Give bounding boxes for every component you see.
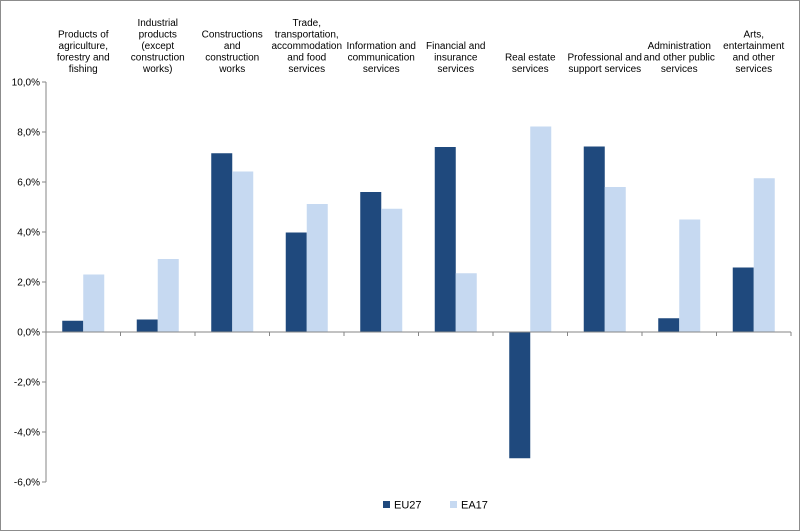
category-label-line: services: [437, 64, 474, 75]
y-tick-label: -4,0%: [14, 428, 40, 439]
bar-eu27-1: [136, 319, 158, 332]
category-label-line: Products of: [58, 30, 109, 41]
bar-eu27-6: [509, 332, 531, 459]
y-tick-label: -6,0%: [14, 478, 40, 489]
category-label-line: Trade,: [292, 18, 321, 29]
bar-eu27-8: [658, 318, 680, 332]
category-label-line: and other: [733, 53, 776, 64]
category-label-line: services: [288, 64, 325, 75]
y-tick-label: 6,0%: [17, 178, 40, 189]
bar-ea17-2: [232, 171, 254, 332]
bar-ea17-3: [306, 204, 328, 332]
category-label-line: forestry and: [57, 53, 110, 64]
category-label-line: entertainment: [723, 41, 784, 52]
category-label-line: services: [661, 64, 698, 75]
category-label-line: and food: [287, 53, 326, 64]
y-tick-label: 2,0%: [17, 278, 40, 289]
category-label-line: support services: [568, 64, 641, 75]
bar-eu27-9: [732, 267, 754, 332]
category-label-line: (except: [141, 41, 174, 52]
bar-eu27-2: [211, 153, 233, 332]
category-label-line: and other public: [644, 53, 715, 64]
category-label-line: Administration: [648, 41, 711, 52]
bar-ea17-9: [753, 178, 775, 332]
legend-swatch-ea17: [450, 501, 457, 508]
legend-label-ea17: EA17: [461, 500, 488, 512]
category-label-line: Financial and: [426, 41, 485, 52]
bar-ea17-8: [679, 219, 701, 332]
bar-eu27-0: [62, 320, 84, 332]
category-label-line: agriculture,: [59, 41, 108, 52]
bar-ea17-7: [604, 187, 626, 332]
bar-eu27-4: [360, 192, 382, 332]
category-label-line: Constructions: [202, 30, 263, 41]
y-tick-label: 0,0%: [17, 328, 40, 339]
category-label-line: transportation,: [275, 30, 339, 41]
category-label-line: products: [139, 30, 177, 41]
category-label-line: Professional and: [568, 53, 643, 64]
category-label-line: Real estate: [505, 53, 556, 64]
category-label-line: insurance: [434, 53, 478, 64]
y-tick-label: 10,0%: [12, 78, 40, 89]
category-label-line: Industrial: [137, 18, 178, 29]
bar-ea17-0: [83, 274, 105, 332]
category-label-line: works): [142, 64, 172, 75]
y-axis-ticks: 10,0% 8,0% 6,0% 4,0% 2,0% 0,0% -2,0% -4,0% -6,0%: [12, 78, 40, 489]
category-label-line: services: [735, 64, 772, 75]
category-label-line: accommodation: [271, 41, 342, 52]
bar-eu27-7: [583, 146, 605, 332]
bar-ea17-1: [157, 259, 179, 332]
category-label-line: communication: [348, 53, 415, 64]
bar-ea17-5: [455, 273, 477, 332]
category-label-line: and: [224, 41, 241, 52]
y-tick-label: 8,0%: [17, 128, 40, 139]
category-label-line: fishing: [69, 64, 98, 75]
legend: EU27 EA17: [383, 500, 488, 512]
category-label-line: construction: [131, 53, 185, 64]
axes: [42, 81, 792, 483]
category-label-line: services: [363, 64, 400, 75]
bar-eu27-3: [285, 232, 307, 332]
category-label-line: works: [218, 64, 245, 75]
bar-ea17-4: [381, 208, 403, 332]
y-tick-label: -2,0%: [14, 378, 40, 389]
legend-label-eu27: EU27: [394, 500, 422, 512]
category-label-line: Arts,: [743, 30, 764, 41]
y-tick-label: 4,0%: [17, 228, 40, 239]
category-label-line: services: [512, 64, 549, 75]
legend-swatch-eu27: [383, 501, 390, 508]
bars: [62, 126, 775, 459]
bar-ea17-6: [530, 126, 552, 332]
category-label-line: construction: [205, 53, 259, 64]
bar-eu27-5: [434, 147, 456, 332]
category-label-line: Information and: [347, 41, 417, 52]
